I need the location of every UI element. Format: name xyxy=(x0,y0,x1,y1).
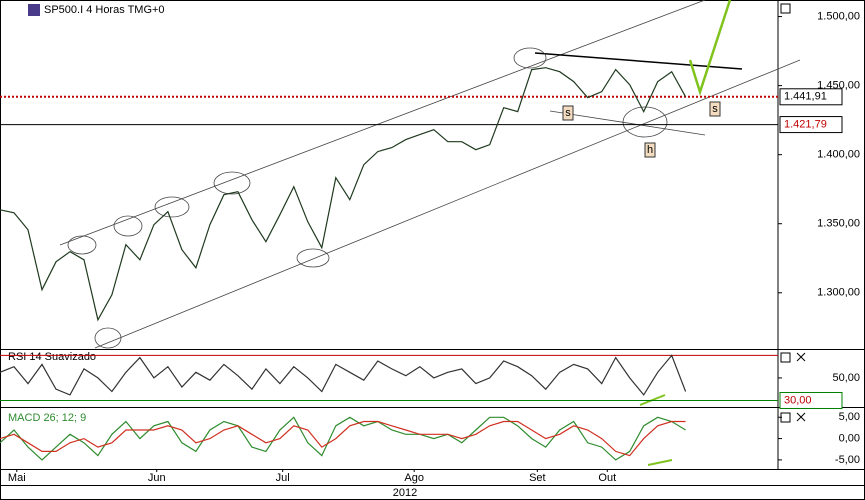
level-label: 30,00 xyxy=(784,394,812,406)
panel-buttons xyxy=(780,3,806,423)
data-line xyxy=(0,416,686,461)
price-label: 1.441,91 xyxy=(784,91,827,103)
x-axis-label: 2012 xyxy=(393,487,417,499)
y-tick-label: 1.500,00 xyxy=(817,10,860,22)
y-tick-label: 1.350,00 xyxy=(817,218,860,230)
price-label-box xyxy=(779,116,843,134)
annotation-box xyxy=(562,105,574,121)
annotation: h xyxy=(647,144,653,156)
annotation: s xyxy=(565,107,571,119)
annotation-box xyxy=(644,142,656,158)
y-tick-label: 0,00 xyxy=(839,432,860,444)
y-tick-label: 1.300,00 xyxy=(817,287,860,299)
y-tick-label: 5,00 xyxy=(839,411,860,423)
level-label-box xyxy=(779,391,843,409)
x-tick-label: Ago xyxy=(404,472,424,484)
rsi-title: RSI 14 Suavizado xyxy=(8,351,96,363)
x-tick-label: Mai xyxy=(8,472,26,484)
channel-drawings xyxy=(28,0,801,466)
annotation: s xyxy=(712,103,718,115)
price-label-box xyxy=(779,88,843,106)
price-label: 1.421,79 xyxy=(784,118,827,130)
macd-title: MACD 26; 12; 9 xyxy=(8,412,86,424)
x-tick-label: Jul xyxy=(276,472,290,484)
data-line xyxy=(0,67,687,322)
x-tick-label: Jun xyxy=(148,472,166,484)
x-tick-label: Out xyxy=(598,472,616,484)
y-tick-label: 50,00 xyxy=(832,372,860,384)
y-tick-label: -5,00 xyxy=(835,454,860,466)
data-line xyxy=(0,354,687,396)
x-tick-label: Set xyxy=(529,472,546,484)
chart-title: SP500.I 4 Horas TMG+0 xyxy=(44,4,165,16)
data-line xyxy=(0,420,686,457)
y-tick-label: 1.400,00 xyxy=(817,149,860,161)
annotation-box xyxy=(709,101,721,117)
